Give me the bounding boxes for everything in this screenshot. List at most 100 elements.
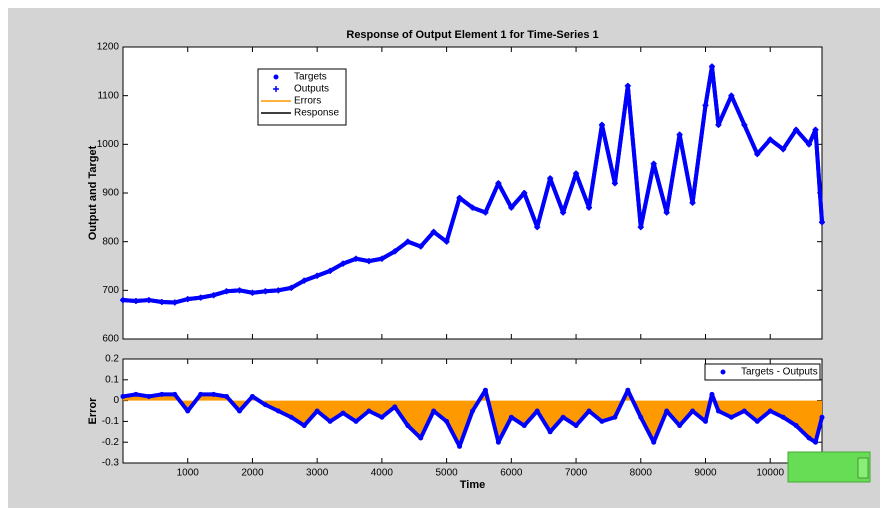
dot-marker bbox=[457, 443, 463, 449]
plus-marker bbox=[340, 260, 347, 267]
x-tick-label: 4000 bbox=[371, 468, 394, 479]
dot-marker bbox=[793, 423, 799, 429]
plus-marker bbox=[767, 136, 774, 143]
plus-marker bbox=[249, 289, 256, 296]
dot-marker bbox=[470, 408, 475, 414]
y-tick-label: 700 bbox=[102, 285, 119, 296]
dot-marker bbox=[638, 414, 644, 420]
dot-marker bbox=[709, 391, 715, 397]
dot-marker bbox=[813, 439, 819, 445]
status-widget[interactable] bbox=[787, 451, 871, 483]
plus-marker bbox=[560, 209, 567, 216]
error-area bbox=[123, 390, 822, 447]
plus-marker bbox=[417, 243, 424, 250]
plus-marker bbox=[728, 92, 735, 99]
legend-label: Outputs bbox=[294, 84, 329, 95]
plus-marker bbox=[314, 272, 321, 279]
y-tick-label: 0.1 bbox=[105, 374, 119, 385]
plus-marker bbox=[404, 238, 411, 245]
plus-marker bbox=[378, 255, 385, 262]
dot-marker bbox=[521, 423, 527, 429]
plus-marker bbox=[689, 199, 696, 206]
dot-marker bbox=[677, 423, 683, 429]
dot-marker bbox=[482, 387, 488, 393]
dot-marker bbox=[599, 418, 605, 424]
plus-marker bbox=[482, 209, 489, 216]
plus-marker bbox=[650, 160, 657, 167]
plus-marker bbox=[391, 248, 398, 255]
plus-marker bbox=[547, 175, 554, 182]
dot-marker bbox=[301, 423, 307, 429]
dot-marker bbox=[690, 408, 696, 414]
plus-marker bbox=[365, 258, 372, 265]
y-tick-label: -0.1 bbox=[102, 416, 120, 427]
y-tick-label: 0.2 bbox=[105, 354, 119, 365]
dot-marker bbox=[741, 408, 747, 414]
dot-marker bbox=[720, 369, 726, 375]
plus-marker bbox=[586, 204, 592, 211]
widget-scroll[interactable] bbox=[857, 457, 869, 479]
y-axis-label: Error bbox=[87, 397, 99, 425]
dot-marker bbox=[327, 418, 333, 424]
plus-marker bbox=[443, 238, 450, 245]
plus-marker bbox=[495, 180, 502, 187]
legend-box bbox=[704, 363, 821, 381]
plus-marker bbox=[812, 126, 819, 133]
dot-marker bbox=[314, 408, 320, 414]
chart-title: Response of Output Element 1 for Time-Se… bbox=[346, 29, 598, 41]
y-axis-label: Output and Target bbox=[87, 145, 99, 240]
x-tick-label: 7000 bbox=[565, 468, 588, 479]
plus-marker bbox=[171, 299, 178, 306]
dot-marker bbox=[560, 414, 566, 420]
dot-marker bbox=[534, 408, 540, 414]
plus-marker bbox=[197, 294, 204, 301]
dot-marker bbox=[224, 393, 230, 399]
plus-marker bbox=[534, 224, 541, 231]
plus-marker bbox=[301, 277, 308, 284]
plus-marker bbox=[223, 288, 230, 295]
dot-marker bbox=[495, 439, 501, 445]
plus-marker bbox=[262, 288, 269, 295]
y-tick-label: 1000 bbox=[97, 139, 120, 150]
dot-marker bbox=[547, 429, 553, 435]
y-tick-label: 800 bbox=[102, 236, 119, 247]
dot-marker bbox=[211, 391, 217, 397]
plus-marker bbox=[120, 297, 126, 304]
dot-marker bbox=[405, 423, 411, 429]
plus-marker bbox=[741, 121, 748, 128]
legend-box bbox=[257, 68, 347, 126]
x-tick-label: 5000 bbox=[435, 468, 458, 479]
dot-marker bbox=[444, 418, 450, 424]
plus-marker bbox=[611, 180, 618, 187]
dot-marker bbox=[366, 408, 372, 414]
plus-marker bbox=[806, 141, 813, 148]
plus-marker bbox=[793, 126, 800, 133]
dot-marker bbox=[237, 408, 242, 414]
x-tick-label: 1000 bbox=[177, 468, 200, 479]
plot-area bbox=[122, 46, 823, 340]
x-tick-label: 9000 bbox=[694, 468, 717, 479]
plus-marker bbox=[288, 284, 295, 291]
dot-marker bbox=[703, 418, 708, 424]
dot-marker bbox=[185, 408, 191, 414]
widget-panel[interactable] bbox=[787, 451, 871, 483]
dot-marker bbox=[651, 439, 657, 445]
plus-marker bbox=[275, 287, 282, 294]
plus-marker bbox=[676, 131, 683, 138]
plus-marker bbox=[819, 219, 825, 226]
y-tick-label: 900 bbox=[102, 188, 119, 199]
plus-marker bbox=[780, 146, 787, 153]
plus-marker bbox=[210, 292, 217, 299]
x-tick-label: 6000 bbox=[500, 468, 523, 479]
dot-marker bbox=[780, 414, 786, 420]
plus-marker bbox=[508, 204, 515, 211]
legend-label: Targets - Outputs bbox=[741, 367, 818, 378]
dot-marker bbox=[353, 418, 359, 424]
dot-marker bbox=[431, 408, 437, 414]
y-tick-label: 600 bbox=[102, 334, 119, 345]
dot-marker bbox=[508, 414, 514, 420]
x-tick-label: 8000 bbox=[630, 468, 653, 479]
y-tick-label: 0 bbox=[113, 395, 119, 406]
dot-marker bbox=[172, 391, 178, 397]
dot-marker bbox=[146, 393, 152, 399]
